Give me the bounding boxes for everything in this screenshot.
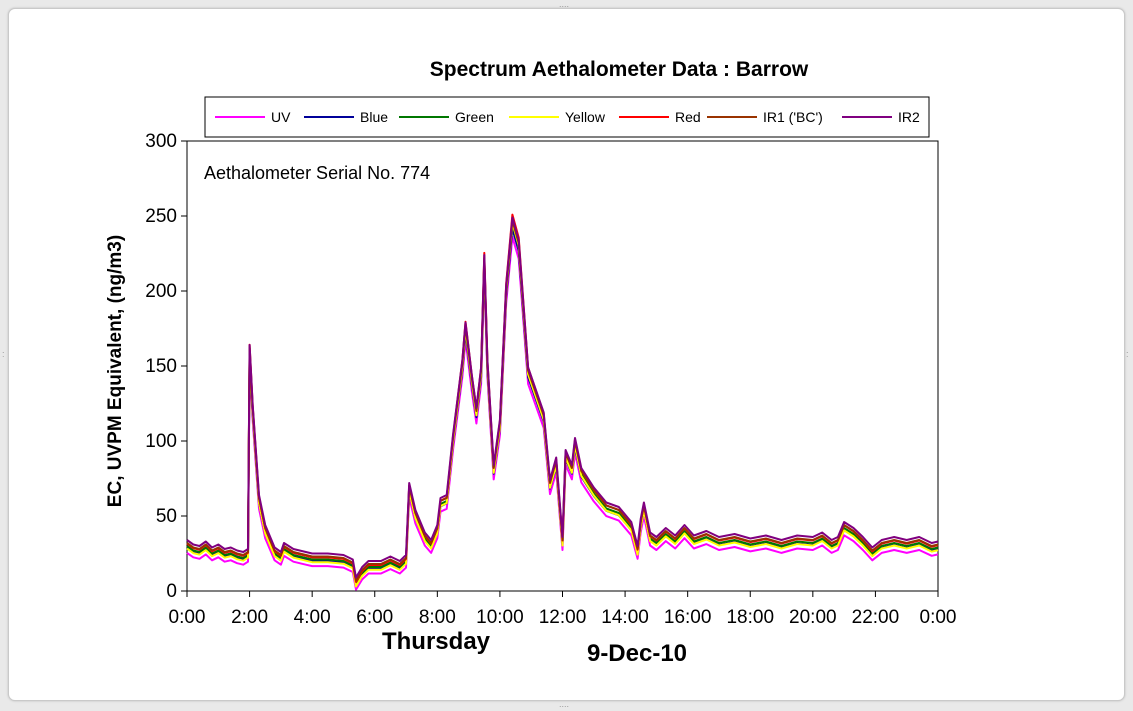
right-resize-grip[interactable]: : bbox=[1126, 349, 1129, 359]
left-resize-grip[interactable]: : bbox=[2, 349, 5, 359]
x-tick-label: 10:00 bbox=[476, 607, 524, 628]
legend-label: Blue bbox=[360, 109, 388, 125]
chart-window: Spectrum Aethalometer Data : Barrow UV Bl… bbox=[8, 8, 1125, 701]
legend-label: Yellow bbox=[565, 109, 606, 125]
x-tick-label: 18:00 bbox=[726, 607, 774, 628]
top-resize-grip[interactable]: .... bbox=[559, 0, 570, 9]
y-tick-label: 100 bbox=[145, 431, 177, 452]
y-tick-label: 250 bbox=[145, 206, 177, 227]
y-tick-label: 200 bbox=[145, 281, 177, 302]
legend-label: Red bbox=[675, 109, 701, 125]
legend: UV Blue Green Yellow Red IR1 ('BC') IR2 bbox=[204, 96, 930, 138]
date-label: 9-Dec-10 bbox=[587, 640, 687, 667]
chart-title: Spectrum Aethalometer Data : Barrow bbox=[430, 58, 809, 81]
x-tick-label: 0:00 bbox=[920, 607, 957, 628]
x-tick-label: 12:00 bbox=[539, 607, 587, 628]
x-tick-label: 2:00 bbox=[231, 607, 268, 628]
y-tick-label: 150 bbox=[145, 356, 177, 377]
legend-label: IR2 bbox=[898, 109, 920, 125]
legend-label: IR1 ('BC') bbox=[763, 109, 823, 125]
serial-annotation: Aethalometer Serial No. 774 bbox=[204, 163, 430, 183]
x-tick-label: 16:00 bbox=[664, 607, 712, 628]
chart-svg: Spectrum Aethalometer Data : Barrow UV Bl… bbox=[105, 58, 956, 667]
legend-label: Green bbox=[455, 109, 494, 125]
x-tick-label: 20:00 bbox=[789, 607, 837, 628]
y-tick-label: 300 bbox=[145, 131, 177, 152]
plot-area: 0 50 100 150 200 250 300 0:00 2:00 4:00 6:00 8:00 1… bbox=[145, 131, 956, 628]
x-tick-label: 4:00 bbox=[294, 607, 331, 628]
x-tick-label: 6:00 bbox=[356, 607, 393, 628]
x-tick-label: 0:00 bbox=[169, 607, 206, 628]
series-line bbox=[186, 216, 939, 579]
bottom-resize-grip[interactable]: .... bbox=[559, 699, 570, 709]
x-tick-label: 22:00 bbox=[852, 607, 900, 628]
x-tick-label: 14:00 bbox=[601, 607, 649, 628]
y-tick-label: 0 bbox=[166, 581, 177, 602]
legend-label: UV bbox=[271, 109, 291, 125]
y-axis-label: EC, UVPM Equivalent, (ng/m3) bbox=[105, 235, 126, 507]
x-tick-label: 8:00 bbox=[419, 607, 456, 628]
day-label: Thursday bbox=[382, 628, 491, 655]
y-tick-label: 50 bbox=[156, 506, 177, 527]
